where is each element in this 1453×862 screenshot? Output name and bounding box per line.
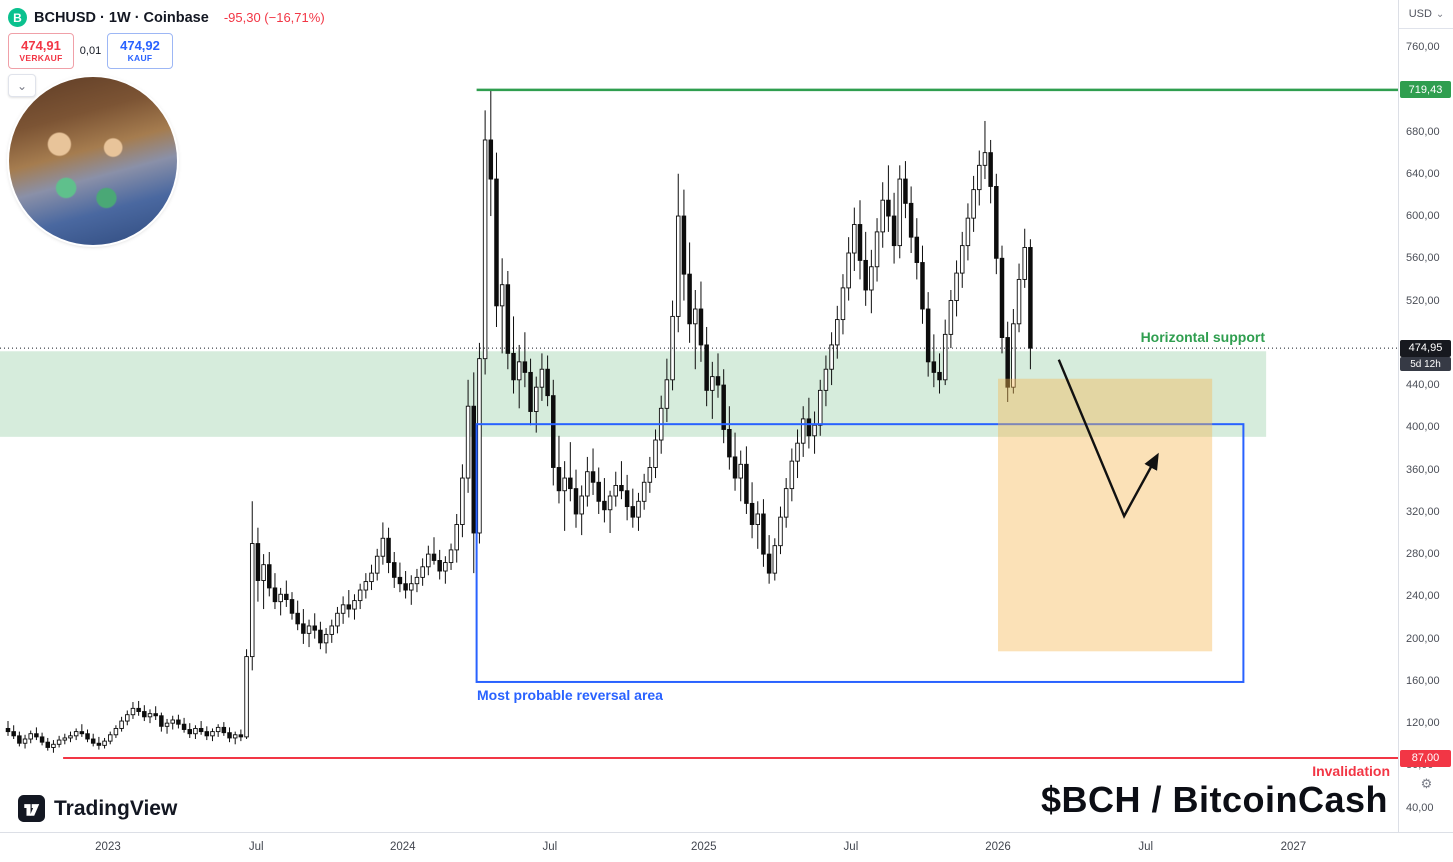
price-tick: 240,00 (1406, 590, 1440, 603)
price-tick: 520,00 (1406, 294, 1440, 307)
currency-selector[interactable]: USD ⌄ (1399, 0, 1453, 29)
time-tick: Jul (1138, 841, 1154, 853)
time-axis[interactable]: 2023 Jul 2024 Jul 2025 Jul 2026 Jul 2027 (0, 832, 1453, 862)
chart-canvas[interactable] (0, 0, 1398, 832)
resistance-price-badge: 719,43 (1400, 81, 1451, 99)
target-zone[interactable] (998, 378, 1213, 652)
time-tick: 2024 (389, 841, 416, 853)
spread-value: 0,01 (79, 45, 102, 57)
currency-label: USD (1408, 8, 1432, 20)
invalidation-price-badge: 87,00 (1400, 749, 1451, 767)
sell-label: VERKAUF (19, 52, 63, 63)
tradingview-logo[interactable]: TradingView (18, 795, 177, 822)
sell-button[interactable]: 474,91 VERKAUF (8, 33, 74, 69)
time-tick: Jul (843, 841, 859, 853)
price-tick: 160,00 (1406, 674, 1440, 687)
current-price-badge: 474,95 (1400, 339, 1451, 357)
symbol-legend[interactable]: B BCHUSD · 1W · Coinbase -95,30 (−16,71%… (8, 8, 325, 27)
price-tick: 40,00 (1406, 801, 1434, 814)
price-tick: 640,00 (1406, 167, 1440, 180)
time-tick: 2023 (95, 841, 121, 853)
price-tick: 440,00 (1406, 379, 1440, 392)
horizontal-support-label: Horizontal support (1140, 329, 1265, 345)
price-axis[interactable]: USD ⌄ 719,43 474,95 5d 12h 87,00 ⚙ 760,0… (1398, 0, 1453, 832)
bch-coin-icon: B (8, 8, 27, 27)
buy-button[interactable]: 474,92 KAUF (107, 33, 173, 69)
price-tick: 600,00 (1406, 210, 1440, 223)
price-tick: 680,00 (1406, 125, 1440, 138)
price-tick: 280,00 (1406, 548, 1440, 561)
bar-countdown-badge: 5d 12h (1400, 357, 1451, 372)
legend-collapse-button[interactable]: ⌄ (8, 74, 36, 97)
path-arrow[interactable] (1057, 359, 1159, 519)
candles (5, 89, 1033, 753)
support-zone[interactable] (0, 351, 1267, 437)
symbol-title[interactable]: BCHUSD · 1W · Coinbase (34, 9, 209, 26)
price-tick: 120,00 (1406, 717, 1440, 730)
price-tick: 560,00 (1406, 252, 1440, 265)
sell-price: 474,91 (21, 37, 61, 53)
reversal-area-label: Most probable reversal area (477, 687, 663, 703)
price-tick: 200,00 (1406, 632, 1440, 645)
chevron-down-icon: ⌄ (16, 78, 28, 93)
time-tick: Jul (248, 841, 264, 853)
time-tick: Jul (542, 841, 558, 853)
avatar-image (9, 77, 177, 245)
tradingview-logo-text: TradingView (54, 796, 178, 820)
time-tick: 2025 (691, 841, 717, 853)
invalidation-label: Invalidation (1312, 763, 1390, 779)
price-tick: 320,00 (1406, 505, 1440, 518)
tradingview-logo-icon (18, 795, 45, 822)
buy-price: 474,92 (120, 37, 160, 53)
price-tick: 400,00 (1406, 421, 1440, 434)
time-tick: 2026 (985, 841, 1011, 853)
price-tick: 760,00 (1406, 41, 1440, 53)
watermark-title: $BCH / BitcoinCash (1040, 779, 1388, 820)
chevron-down-icon: ⌄ (1435, 8, 1445, 20)
price-change: -95,30 (−16,71%) (223, 10, 325, 25)
buy-label: KAUF (127, 52, 153, 63)
price-tick: 360,00 (1406, 463, 1440, 476)
reversal-rect[interactable] (475, 423, 1245, 683)
time-tick: 2027 (1280, 841, 1307, 853)
order-widget: 474,91 VERKAUF 0,01 474,92 KAUF (8, 33, 173, 69)
axis-settings-gear-icon[interactable]: ⚙ (1420, 776, 1433, 791)
